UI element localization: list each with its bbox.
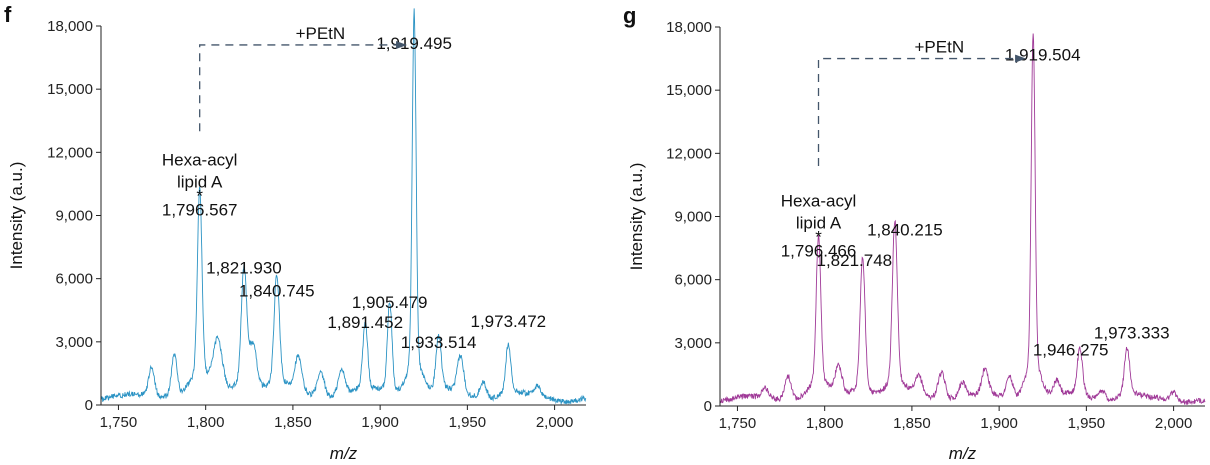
peak-label: 1,919.504 (1005, 46, 1081, 65)
shift-label: +PEtN (296, 24, 346, 43)
peak-label: 1,840.745 (239, 282, 315, 301)
main-peak-star: * (815, 228, 822, 247)
main-peak-value: 1,796.466 (781, 242, 857, 261)
peak-label: 1,973.333 (1094, 324, 1170, 343)
y-tick-label: 6,000 (674, 272, 712, 289)
x-tick-label: 1,950 (449, 414, 487, 431)
x-tick-label: 1,900 (361, 414, 399, 431)
y-tick-label: 12,000 (666, 145, 712, 162)
main-peak-star: * (196, 187, 203, 206)
y-tick-label: 9,000 (55, 208, 93, 225)
y-tick-label: 15,000 (666, 82, 712, 99)
shift-arrow-line (817, 57, 1019, 166)
peak-label: 1,891.452 (327, 313, 403, 332)
y-axis-label: Intensity (a.u.) (627, 163, 646, 271)
chart-panel-f: f 0 3,000 6,000 9,000 12,000 15,000 18,000 1,750… (4, 2, 587, 463)
peak-label: 1,946.275 (1033, 340, 1109, 359)
panel-label: f (4, 2, 12, 27)
y-tick-label: 9,000 (674, 209, 712, 226)
y-tick-label: 3,000 (55, 334, 93, 351)
x-tick-label: 1,950 (1068, 415, 1106, 432)
x-tick-label: 1,750 (719, 415, 757, 432)
y-axis-label: Intensity (a.u.) (7, 162, 26, 270)
x-tick-label: 1,900 (980, 415, 1018, 432)
x-tick-label: 1,750 (100, 414, 138, 431)
peak-label: 1,919.495 (376, 34, 452, 53)
y-tick-label: 12,000 (47, 144, 93, 161)
y-tick-label: 3,000 (674, 335, 712, 352)
chart-panel-g: g 0 3,000 6,000 9,000 12,000 15,000 18,000 1,750… (623, 3, 1206, 463)
peak-label: 1,933.514 (401, 333, 477, 352)
main-peak-name-line2: lipid A (177, 173, 223, 192)
panel-label: g (623, 3, 636, 28)
x-tick-label: 2,000 (1155, 415, 1193, 432)
shift-arrow-line (199, 44, 400, 132)
peak-label: 1,840.215 (867, 220, 943, 239)
y-tick-label: 0 (704, 398, 712, 415)
y-tick-label: 6,000 (55, 271, 93, 288)
main-peak-name-line1: Hexa-acyl (162, 151, 238, 170)
main-peak-name-line1: Hexa-acyl (781, 192, 857, 211)
x-tick-label: 1,800 (187, 414, 225, 431)
y-tick-label: 18,000 (47, 18, 93, 35)
main-peak-name-line2: lipid A (796, 214, 842, 233)
x-tick-label: 1,850 (893, 415, 931, 432)
x-axis-label: m/z (330, 444, 358, 463)
peak-label: 1,821.748 (817, 251, 893, 270)
main-peak-value: 1,796.567 (162, 201, 238, 220)
spectrum-line (719, 33, 1206, 406)
peak-label: 1,821.930 (206, 258, 282, 277)
peak-label: 1,973.472 (470, 312, 546, 331)
peak-label: 1,905.479 (352, 293, 428, 312)
shift-arrow-head (1015, 54, 1027, 63)
y-tick-label: 0 (85, 397, 93, 414)
spectrum-line (100, 8, 587, 406)
y-tick-label: 15,000 (47, 81, 93, 98)
shift-label: +PEtN (914, 38, 964, 57)
x-tick-label: 2,000 (536, 414, 574, 431)
x-axis-label: m/z (949, 444, 977, 463)
x-tick-label: 1,850 (274, 414, 312, 431)
x-tick-label: 1,800 (806, 415, 844, 432)
y-tick-label: 18,000 (666, 19, 712, 36)
shift-arrow-head (396, 40, 408, 49)
